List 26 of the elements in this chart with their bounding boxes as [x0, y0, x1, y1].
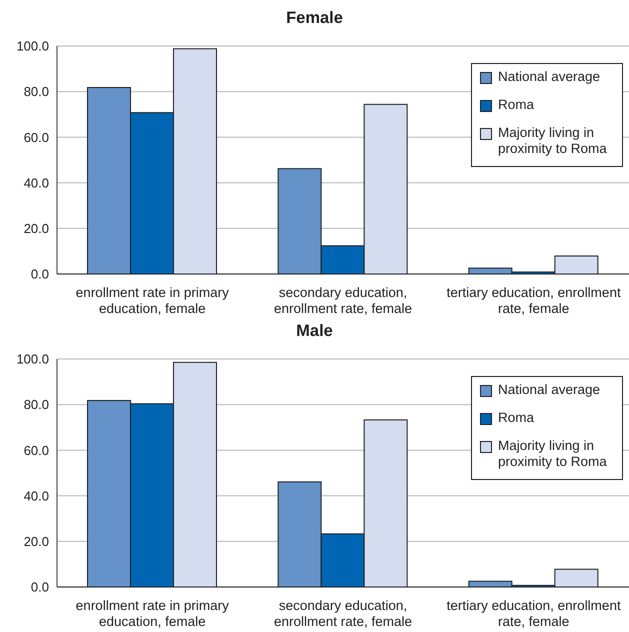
legend-label: Roma [498, 410, 534, 426]
legend-label: National average [498, 382, 600, 398]
y-tick-label: 60.0 [24, 442, 49, 458]
legend-label: Majority living in proximity to Roma [498, 125, 608, 157]
y-tick-label: 80.0 [24, 84, 49, 100]
y-tick-label: 20.0 [24, 534, 49, 550]
legend-label: Roma [498, 97, 534, 113]
x-tick-label: secondary education, enrollment rate, female [274, 285, 412, 316]
x-tick-label: tertiary education, enrollment rate, female [446, 285, 621, 316]
legend-label: Majority living in proximity to Roma [498, 438, 608, 470]
y-tick-label: 0.0 [30, 266, 49, 282]
y-tick-label: 100.0 [16, 38, 49, 54]
y-tick-label: 40.0 [24, 488, 49, 504]
chart-title: Male [296, 321, 333, 341]
y-tick-label: 100.0 [16, 352, 49, 367]
y-tick-label: 40.0 [24, 175, 49, 190]
x-tick-label: secondary education, enrollment rate, female [274, 598, 412, 629]
x-tick-label: enrollment rate in primary education, female [76, 285, 230, 316]
y-tick-label: 80.0 [24, 397, 49, 412]
x-tick-label: enrollment rate in primary education, female [76, 598, 230, 629]
y-tick-label: 20.0 [24, 221, 49, 236]
legend-label: National average [498, 69, 600, 85]
x-tick-label: tertiary education, enrollment rate, female [446, 598, 621, 629]
y-tick-label: 0.0 [30, 580, 49, 595]
chart-title: Female [286, 8, 343, 28]
y-tick-label: 60.0 [24, 130, 49, 145]
